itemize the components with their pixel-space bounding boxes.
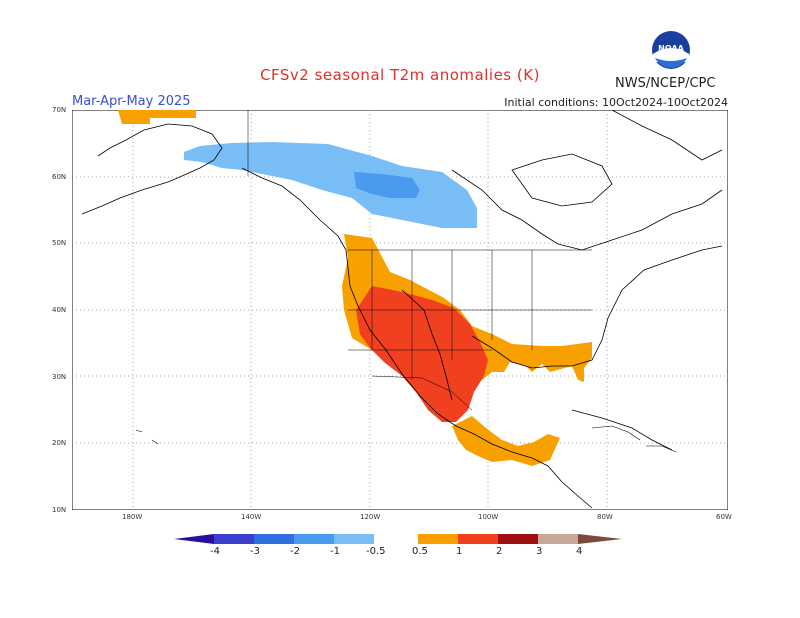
colorbar-segment (254, 534, 294, 544)
coastlines (81, 110, 723, 509)
warm-anomaly-alaska (118, 110, 196, 124)
lon-label: 120W (360, 513, 381, 521)
lon-label: 60W (716, 513, 732, 521)
colorbar-segment (334, 534, 374, 544)
map-title: CFSv2 seasonal T2m anomalies (K) (260, 66, 540, 84)
lat-label: 70N (52, 106, 67, 114)
colorbar-label: -3 (250, 546, 260, 557)
lon-label: 180W (122, 513, 143, 521)
colorbar-label: 2 (496, 546, 503, 557)
initial-conditions: Initial conditions: 10Oct2024-10Oct2024 (504, 96, 728, 109)
colorbar-segment (174, 534, 214, 544)
colorbar-label: 0.5 (412, 546, 428, 557)
borders (247, 110, 592, 411)
colorbar-segment (418, 534, 458, 544)
colorbar-label: 3 (536, 546, 543, 557)
warm-anomaly-mexico (452, 416, 560, 466)
colorbar-segment (578, 534, 622, 544)
colorbar-segment (498, 534, 538, 544)
lon-label: 100W (478, 513, 499, 521)
lat-label: 10N (52, 506, 67, 514)
anomaly-map (72, 110, 728, 510)
lat-label: 40N (52, 306, 67, 314)
svg-text:NOAA: NOAA (658, 44, 684, 53)
islands (135, 425, 677, 453)
lat-label: 20N (52, 439, 67, 447)
warm-anomaly-red (356, 286, 488, 422)
colorbar-label: -1 (330, 546, 340, 557)
lon-label: 140W (241, 513, 262, 521)
colorbar-label: 1 (456, 546, 463, 557)
colorbar (174, 534, 622, 544)
colorbar-segment (294, 534, 334, 544)
colorbar-label: 4 (576, 546, 583, 557)
cold-anomaly-medium (354, 172, 420, 198)
colorbar-segment (214, 534, 254, 544)
colorbar-segment (458, 534, 498, 544)
colorbar-label: -4 (210, 546, 220, 557)
colorbar-label: -0.5 (366, 546, 386, 557)
lat-label: 50N (52, 239, 67, 247)
colorbar-label: -2 (290, 546, 300, 557)
lon-label: 80W (597, 513, 613, 521)
colorbar-segment (374, 534, 418, 544)
lat-label: 60N (52, 173, 67, 181)
colorbar-segment (538, 534, 578, 544)
lat-label: 30N (52, 373, 67, 381)
agency-label: NWS/NCEP/CPC (615, 76, 716, 91)
cold-anomaly-light (184, 142, 477, 228)
season-label: Mar-Apr-May 2025 (72, 94, 191, 109)
noaa-logo-icon: NOAA (652, 31, 690, 69)
